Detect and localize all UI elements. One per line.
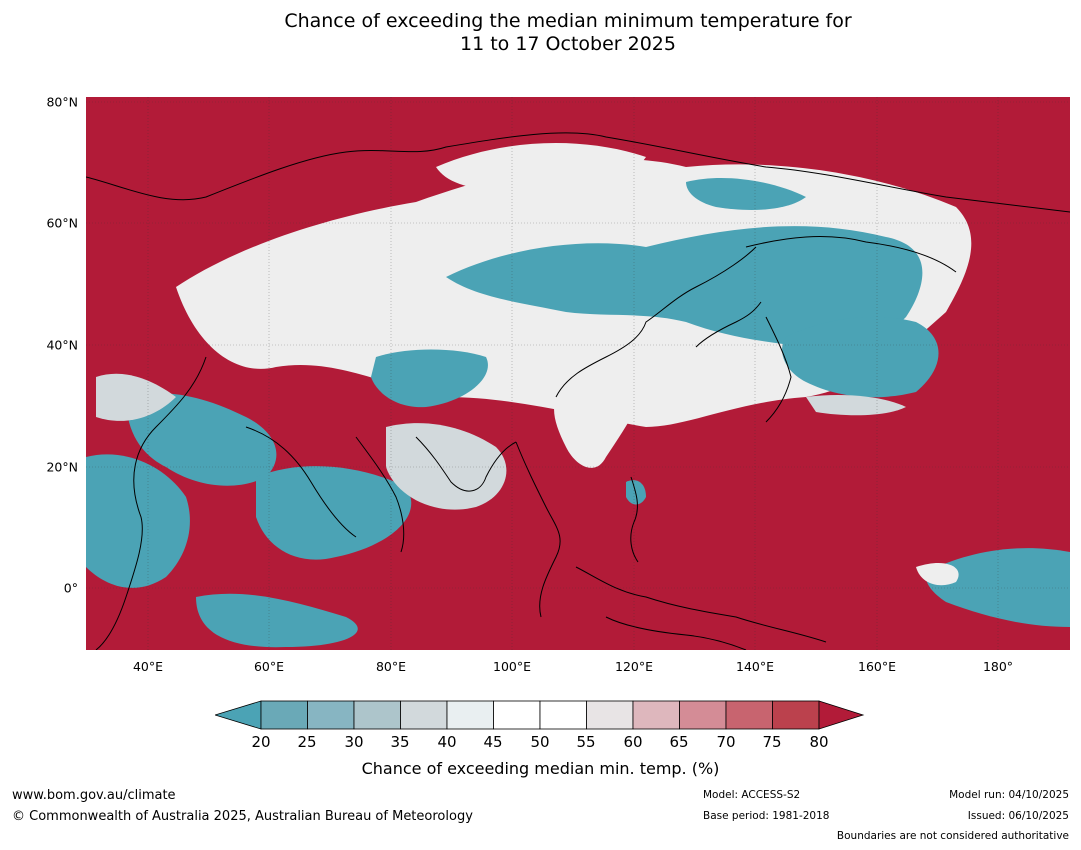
colorbar-tick: 70: [716, 733, 736, 751]
field-arctic-neutral: [436, 143, 646, 194]
field-indian-ocean-cool: [256, 466, 412, 560]
website-link[interactable]: www.bom.gov.au/climate: [12, 788, 176, 803]
colorbar-segment: [632, 700, 680, 730]
field-north-cool: [446, 226, 923, 351]
lat-label: 0°: [63, 580, 78, 596]
lon-label: 40°E: [132, 659, 164, 674]
field-pacific-north-neutral: [806, 395, 906, 416]
colorbar-tick: 55: [576, 733, 596, 751]
lat-label: 80°N: [46, 94, 78, 110]
title-line-2: 11 to 17 October 2025: [460, 33, 676, 55]
field-pacific-south-neutral: [916, 562, 959, 586]
lon-label: 140°E: [735, 659, 775, 674]
lon-label: 60°E: [253, 659, 285, 674]
colorbar-segment: [307, 700, 355, 730]
model-name: Model: ACCESS-S2: [703, 789, 801, 801]
graticule: [86, 97, 1070, 650]
colorbar-segment: [493, 700, 541, 730]
colorbar-tick: 40: [437, 733, 457, 751]
colorbar-segment: [446, 700, 494, 730]
colorbar-tick: 65: [669, 733, 689, 751]
lon-label: 160°E: [857, 659, 897, 674]
lat-label: 40°N: [46, 337, 78, 353]
colorbar-tick: 75: [762, 733, 782, 751]
map-canvas: [86, 97, 1070, 650]
field-china-coast-neutral: [554, 373, 646, 468]
model-run-date: Model run: 04/10/2025: [949, 789, 1069, 801]
boundary-disclaimer: Boundaries are not considered authoritat…: [836, 830, 1069, 842]
colorbar-segment: [725, 700, 773, 730]
forecast-map: [86, 97, 1070, 650]
colorbar-tick: 45: [483, 733, 503, 751]
field-pacific-south-cool: [925, 548, 1070, 627]
colorbar-segment: [353, 700, 401, 730]
colorbar-tick: 35: [390, 733, 410, 751]
colorbar-tick: 20: [251, 733, 271, 751]
field-central-asia-neutral: [186, 292, 466, 361]
field-tibet-cool: [371, 349, 488, 408]
colorbar-segment: [679, 700, 727, 730]
colorbar-tick: 50: [530, 733, 550, 751]
chart-title: Chance of exceeding the median minimum t…: [0, 10, 1081, 56]
colorbar-segment: [586, 700, 634, 730]
title-line-1: Chance of exceeding the median minimum t…: [284, 10, 852, 32]
copyright-notice: © Commonwealth of Australia 2025, Austra…: [12, 809, 473, 824]
colorbar-extension-high: [818, 700, 865, 730]
colorbar-segment: [539, 700, 587, 730]
field-indian-ocean-south-cool: [196, 593, 358, 648]
lon-label: 120°E: [614, 659, 654, 674]
field-east-russia-cool: [686, 177, 806, 210]
colorbar-tick: 25: [297, 733, 317, 751]
colorbar-tick: 60: [623, 733, 643, 751]
lon-label: 80°E: [375, 659, 407, 674]
lon-label: 100°E: [492, 659, 532, 674]
colorbar-segment: [260, 700, 308, 730]
coastlines: [86, 132, 1070, 650]
colorbar: [215, 700, 865, 730]
colorbar-tick: 30: [344, 733, 364, 751]
probability-fields: [86, 143, 1070, 648]
colorbar-tick: 80: [809, 733, 829, 751]
base-period: Base period: 1981-2018: [703, 810, 830, 822]
field-india-neutral: [386, 423, 507, 510]
field-africa-cool: [86, 454, 190, 588]
field-pacific-north-cool: [782, 317, 939, 398]
colorbar-label: Chance of exceeding median min. temp. (%…: [361, 759, 720, 778]
issued-date: Issued: 06/10/2025: [967, 810, 1069, 822]
lat-label: 60°N: [46, 215, 78, 231]
lon-label: 180°: [982, 659, 1014, 674]
lat-label: 20°N: [46, 459, 78, 475]
colorbar-segment: [772, 700, 820, 730]
field-arabia-cool: [126, 393, 277, 486]
colorbar-segment: [400, 700, 448, 730]
colorbar-extension-low: [215, 700, 262, 730]
field-arabia-neutral: [96, 373, 176, 421]
